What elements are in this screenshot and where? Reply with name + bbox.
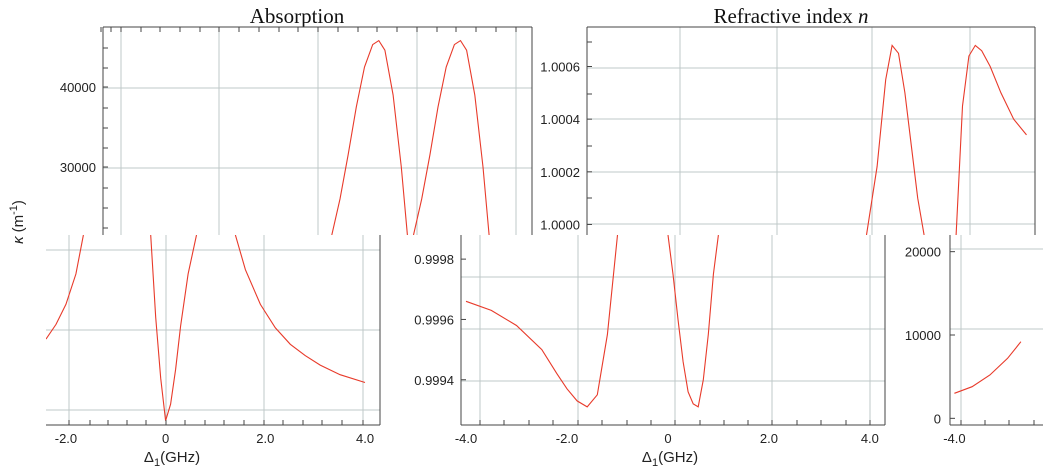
y-tick-label: 40000 [60,80,96,95]
absorption-bottom-panel: -2.0 0 2.0 4.0 [46,235,381,446]
data-series-line [46,235,84,340]
x-tick-label: 4.0 [356,431,374,446]
y-tick-label: 0 [934,411,941,426]
data-series-line [865,44,925,235]
data-series-line [667,235,719,408]
x-tick-label: -4.0 [455,431,477,446]
y-tick-label: 30000 [60,160,96,175]
y-tick-label: 10000 [905,328,941,343]
y-tick-label: 1.0006 [540,59,580,74]
data-series-line [954,341,1022,394]
y-label-unit: (m [10,215,27,233]
x-tick-label: -2.0 [55,431,77,446]
x-label-sub: 1 [154,457,160,469]
x-tick-label: 2.0 [760,431,778,446]
third-panel-fragment: 20000 10000 0-4.0 [905,235,1043,446]
x-label-delta: Δ [642,449,652,466]
y-label-symbol: κ [10,235,27,244]
absorption-top-panel: 40000 30000 [60,26,533,235]
x-tick-label: -4.0 [943,431,965,446]
x-label-sub: 1 [652,457,658,469]
refractive-title-prefix: Refractive index [713,4,858,28]
data-series-line [955,44,1027,235]
y-tick-label: 1.0004 [540,112,580,127]
y-tick-label: 0.9996 [414,312,454,327]
x-tick-label: 0 [162,431,169,446]
absorption-title: Absorption [250,4,345,28]
data-series-line [331,39,408,235]
y-tick-label: 20000 [905,245,941,260]
data-series-line [465,235,619,408]
data-series-line [150,235,198,421]
x-label-unit: (GHz) [160,449,200,466]
refractive-top-panel: 1.0006 1.0004 1.0002 1.0000 [540,26,1036,235]
x-tick-label: -2.0 [556,431,578,446]
y-label-close: ) [10,200,27,205]
data-series-line [412,39,490,235]
refractive-bottom-panel: 0.9998 0.9996 0.9994 -4.0 -2.0 0 2.0 4.0 [414,235,886,446]
x-label-unit: (GHz) [658,449,698,466]
y-tick-label: 1.0000 [540,217,580,232]
x-tick-label: 0 [664,431,671,446]
x-label-delta: Δ [144,449,154,466]
y-tick-label: 1.0002 [540,165,580,180]
x-tick-label: 4.0 [861,431,879,446]
x-axis-label-left: Δ1(GHz) [144,449,200,469]
refractive-index-title: Refractive index n [713,4,868,28]
y-tick-label: 0.9994 [414,373,454,388]
y-tick-label: 0.9998 [414,252,454,267]
refractive-title-variable: n [858,4,869,28]
data-series-line [234,235,366,384]
y-axis-label: κ (m-1) [8,200,27,244]
y-label-exponent: -1 [8,205,20,215]
x-axis-label-middle: Δ1(GHz) [642,449,698,469]
x-tick-label: 2.0 [256,431,274,446]
